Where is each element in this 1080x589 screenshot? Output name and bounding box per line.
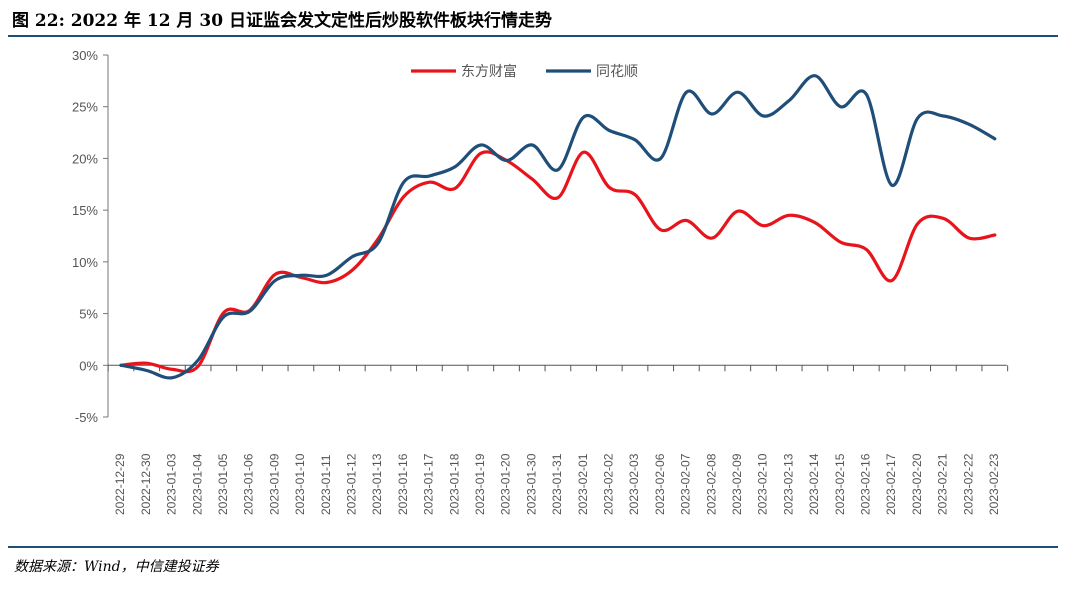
y-tick-label: 5% [79,307,98,322]
x-tick-label: 2023-01-18 [447,453,461,515]
x-tick-label: 2023-02-06 [653,453,667,515]
x-tick-label: 2023-01-09 [267,453,281,515]
x-tick-label: 2023-02-23 [987,453,1001,515]
x-tick-label: 2022-12-29 [113,453,127,515]
x-tick-label: 2023-01-16 [396,453,410,515]
y-tick-label: 30% [72,48,98,63]
x-tick-label: 2023-02-20 [910,453,924,515]
x-tick-label: 2023-02-22 [961,453,975,515]
x-tick-label: 2023-01-06 [242,453,256,515]
x-tick-label: 2023-02-16 [858,453,872,515]
y-axis: 30% 25% 20% 15% 10% 5% 0% -5% [72,48,109,425]
x-tick-label: 2023-01-19 [473,453,487,515]
x-tick-label: 2023-01-12 [344,453,358,515]
x-tick-label: 2023-01-03 [165,453,179,515]
x-tick-label: 2023-01-11 [319,454,333,515]
x-tick-label: 2023-02-01 [576,453,590,515]
x-tick-label: 2023-01-10 [293,453,307,515]
x-tick-label: 2023-01-20 [499,453,513,515]
bottom-rule [8,546,1058,548]
x-tick-label: 2023-02-03 [627,453,641,515]
x-tick-label: 2023-02-14 [807,453,821,515]
x-tick-label: 2023-02-21 [936,453,950,515]
y-tick-label: 25% [72,100,98,115]
x-tick-label: 2023-02-07 [679,453,693,515]
x-tick-label: 2023-02-10 [756,453,770,515]
top-rule [8,35,1058,37]
x-tick-label: 2023-02-02 [601,453,615,515]
y-tick-label: 0% [79,358,98,373]
source-note: 数据来源：Wind，中信建投证券 [14,559,219,575]
x-tick-label: 2023-02-13 [781,453,795,515]
legend: 东方财富 同花顺 [411,63,638,80]
x-tick-label: 2022-12-30 [139,453,153,515]
y-tick-label: -5% [75,410,99,425]
x-tick-label: 2023-01-04 [190,453,204,515]
x-tick-label: 2023-02-15 [833,453,847,515]
legend-label-1: 同花顺 [596,64,638,80]
y-tick-label: 20% [72,151,98,166]
y-tick-label: 15% [72,203,98,218]
series-line-0 [119,150,997,374]
x-tick-label: 2023-02-09 [730,453,744,515]
figure-title: 图 22: 2022 年 12 月 30 日证监会发文定性后炒股软件板块行情走势 [12,11,552,31]
x-tick-label: 2023-01-31 [550,453,564,515]
x-tick-label: 2023-02-08 [704,453,718,515]
series-line-1 [119,74,997,380]
x-tick-label: 2023-01-17 [422,453,436,515]
y-tick-label: 10% [72,255,98,270]
legend-label-0: 东方财富 [461,63,517,80]
x-axis: 2022-12-29 2022-12-30 2023-01-03 2023-01-04… [107,364,1009,515]
x-tick-label: 2023-01-13 [370,453,384,515]
x-tick-label: 2023-02-17 [884,453,898,515]
x-tick-label: 2023-01-30 [524,453,538,515]
series-layer [119,74,997,380]
x-tick-label: 2023-01-05 [216,453,230,515]
line-chart: 30%25%20%15%10%5%0%-5% 2022-12-29 2022-12… [72,48,1009,515]
